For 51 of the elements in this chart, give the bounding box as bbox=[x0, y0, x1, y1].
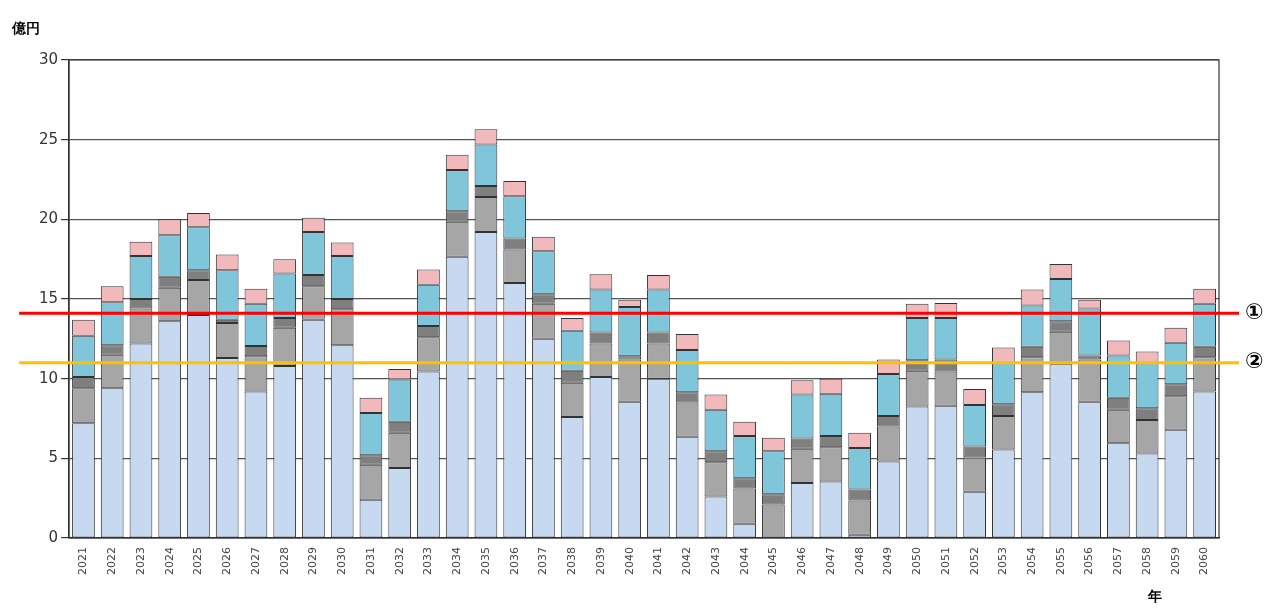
x-tick-label: 2023 bbox=[133, 547, 147, 576]
x-tick-label: 2051 bbox=[938, 547, 952, 576]
x-tick-label: 2030 bbox=[335, 547, 349, 576]
x-tick-label: 2053 bbox=[996, 547, 1010, 576]
y-tick-label: 0 bbox=[48, 527, 59, 546]
y-tick-label: 25 bbox=[38, 129, 59, 148]
x-tick-label: 2043 bbox=[708, 547, 722, 576]
x-tick-label: 2033 bbox=[421, 547, 435, 576]
x-tick-label: 2044 bbox=[737, 547, 751, 576]
x-tick-label: 2037 bbox=[536, 547, 550, 576]
ref-line-label: ② bbox=[1245, 348, 1264, 374]
x-tick-label: 2052 bbox=[967, 547, 981, 576]
x-tick-label: 2047 bbox=[823, 547, 837, 576]
x-tick-label: 2039 bbox=[593, 547, 607, 576]
x-tick-label: 2025 bbox=[191, 547, 205, 576]
x-tick-label: 2024 bbox=[162, 547, 176, 576]
x-tick-label: 2045 bbox=[766, 547, 780, 576]
x-tick-label: 2059 bbox=[1168, 547, 1182, 576]
x-tick-label: 2028 bbox=[277, 547, 291, 576]
x-tick-label: 2050 bbox=[910, 547, 924, 576]
x-tick-label: 2022 bbox=[105, 547, 119, 576]
x-tick-label: 2038 bbox=[565, 547, 579, 576]
y-tick-label: 15 bbox=[38, 288, 59, 307]
x-axis-title: 年 bbox=[1147, 587, 1162, 604]
x-tick-label: 2021 bbox=[76, 547, 90, 576]
x-tick-label: 2027 bbox=[248, 547, 262, 576]
x-tick-label: 2048 bbox=[852, 547, 866, 576]
x-tick-label: 2049 bbox=[881, 547, 895, 576]
y-tick-label: 20 bbox=[38, 209, 59, 228]
x-tick-label: 2057 bbox=[1111, 547, 1125, 576]
x-tick-label: 2041 bbox=[651, 547, 665, 576]
x-tick-label: 2035 bbox=[478, 547, 492, 576]
x-tick-label: 2032 bbox=[392, 547, 406, 576]
x-tick-label: 2029 bbox=[306, 547, 320, 576]
y-tick-label: 10 bbox=[38, 368, 59, 387]
y-tick-label: 30 bbox=[38, 49, 59, 68]
ref-line-label: ① bbox=[1245, 299, 1264, 325]
x-tick-label: 2042 bbox=[680, 547, 694, 576]
y-tick-label: 5 bbox=[48, 448, 59, 467]
y-axis-title: 億円 bbox=[11, 19, 40, 36]
x-tick-label: 2034 bbox=[450, 547, 464, 576]
x-tick-label: 2060 bbox=[1197, 547, 1211, 576]
x-tick-label: 2026 bbox=[220, 547, 234, 576]
x-tick-label: 2054 bbox=[1025, 547, 1038, 576]
x-tick-label: 2055 bbox=[1053, 547, 1067, 576]
x-tick-label: 2031 bbox=[363, 547, 377, 576]
x-tick-label: 2046 bbox=[795, 547, 809, 576]
x-tick-label: 2036 bbox=[507, 547, 521, 576]
x-tick-label: 2056 bbox=[1082, 547, 1096, 576]
x-tick-label: 2040 bbox=[622, 547, 636, 576]
x-tick-label: 2058 bbox=[1139, 547, 1153, 576]
